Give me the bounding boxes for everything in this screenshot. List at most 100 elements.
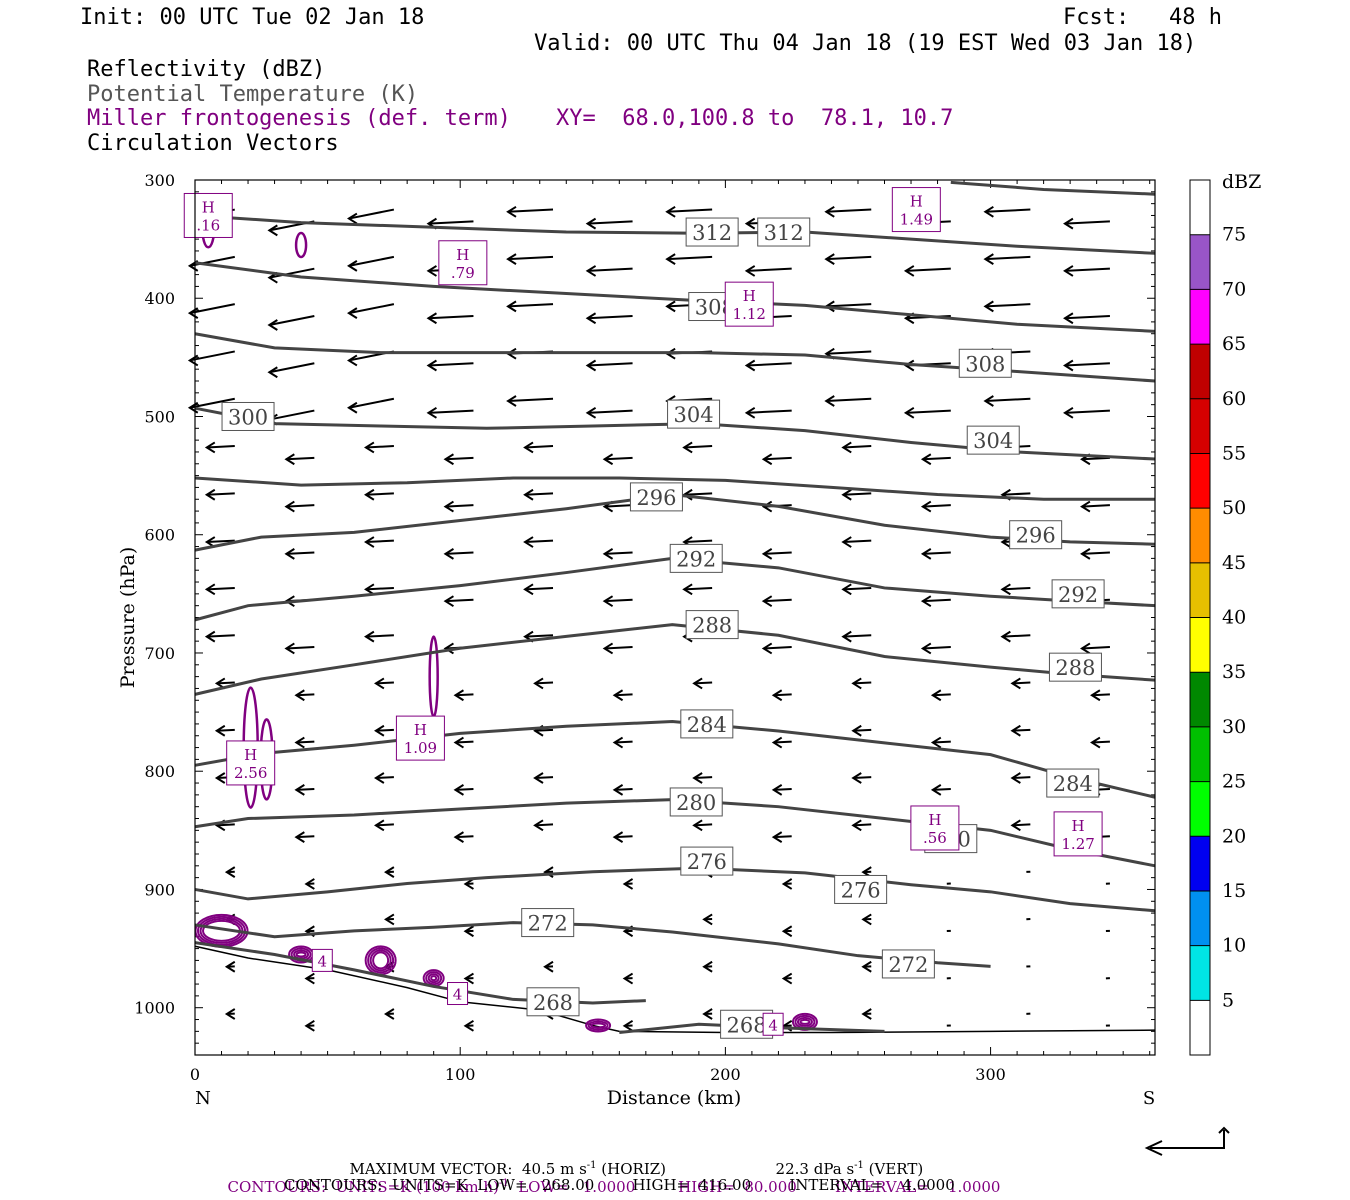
circulation-vector-head <box>204 583 216 596</box>
field-vectors: Circulation Vectors <box>87 131 339 156</box>
colorbar-label: 40 <box>1222 607 1246 629</box>
isentrope-label-box <box>521 908 575 938</box>
circulation-vector-head <box>463 925 474 938</box>
isentrope-label-box <box>1048 652 1102 682</box>
isentrope-label-box <box>1009 520 1063 550</box>
circulation-vector-head <box>841 536 852 548</box>
colorbar-swatch <box>1190 836 1210 891</box>
circulation-vector-head <box>861 1008 872 1020</box>
circulation-vector <box>1081 646 1110 650</box>
circulation-vector <box>922 456 951 461</box>
circulation-vector-head <box>692 677 703 690</box>
circulation-vector <box>524 445 554 449</box>
circulation-vector <box>853 776 872 780</box>
circulation-vector-head <box>824 205 835 218</box>
circulation-vector-head <box>682 583 693 596</box>
circulation-vector-head <box>612 736 624 749</box>
circulation-vector-head <box>294 784 305 796</box>
max-vector-vert-unit: (VERT) <box>863 1160 924 1178</box>
circulation-vector-head <box>304 878 315 890</box>
circulation-vector <box>826 350 872 355</box>
fronto-high-box <box>183 192 233 238</box>
circulation-vector <box>843 492 872 496</box>
circulation-vector <box>694 823 713 827</box>
colorbar-swatch <box>1190 453 1210 509</box>
circulation-vector-head <box>983 205 994 218</box>
circulation-vector-head <box>347 260 358 272</box>
circulation-vector-head <box>443 548 454 560</box>
colorbar-label: 25 <box>1222 771 1246 793</box>
circulation-vector-head <box>443 453 454 466</box>
max-vector-vert: 22.3 dPa s <box>775 1160 855 1178</box>
circulation-vector <box>763 646 792 650</box>
circulation-vector <box>826 397 872 402</box>
circulation-vector-head <box>374 819 385 832</box>
y-tick-label: 500 <box>144 407 175 426</box>
circulation-vector-head <box>523 441 534 454</box>
isentrope-label: 292 <box>676 547 716 571</box>
max-vector-vert-line: 22.3 dPa s-1 (VERT) <box>766 1140 924 1178</box>
circulation-vector <box>985 303 1031 308</box>
fronto-value-box <box>762 1012 784 1036</box>
circulation-vector <box>1064 220 1110 225</box>
isentrope-label-box <box>685 610 739 640</box>
circulation-vector-head <box>506 205 517 218</box>
circulation-vector-head <box>983 395 994 407</box>
frontogenesis-contour <box>369 949 392 972</box>
isentrope-label-box <box>669 543 723 573</box>
max-vector-horiz-unit: (HORIZ) <box>596 1160 667 1178</box>
circulation-vector-head <box>1010 819 1021 832</box>
circulation-vector-head <box>1010 724 1021 737</box>
circulation-vector <box>206 492 235 496</box>
circulation-vector-head <box>903 359 915 372</box>
circulation-vector-head <box>983 300 994 313</box>
circulation-vector <box>375 776 394 780</box>
circulation-vector-head <box>1080 548 1091 560</box>
isentrope-line <box>194 941 646 1005</box>
circulation-vector-head <box>585 217 597 230</box>
circulation-vector <box>922 598 951 603</box>
circulation-vector-head <box>622 878 634 890</box>
circulation-vector-head <box>585 312 597 325</box>
frontogenesis-contour <box>372 951 390 970</box>
fronto-high-value: 1.09 <box>404 739 437 757</box>
cross-section-endpoints: XY= 68.0,100.8 to 78.1, 10.7 <box>556 106 954 131</box>
circulation-vector <box>922 646 951 650</box>
circulation-vector-head <box>920 548 932 560</box>
circulation-vector <box>667 208 713 213</box>
frontogenesis-contour <box>585 1018 612 1033</box>
circulation-vector-head <box>744 406 756 419</box>
circulation-vector-head <box>692 772 703 784</box>
isentrope-label: 288 <box>692 614 732 638</box>
circulation-vector-head <box>443 500 454 513</box>
circulation-vector-head <box>1090 689 1101 702</box>
isentrope-label-box <box>834 874 888 904</box>
frontogenesis-contour <box>295 951 307 958</box>
isentrope-label: 304 <box>973 429 1013 453</box>
colorbar-swatch <box>1190 1000 1210 1055</box>
circulation-vector <box>587 409 633 414</box>
fronto-high-marker: H <box>910 193 923 211</box>
fronto-high-marker: H <box>743 287 756 305</box>
circulation-vector-head <box>374 677 385 690</box>
circulation-vector-head <box>384 866 395 878</box>
colorbar-swatch <box>1190 672 1210 727</box>
circulation-vector <box>524 634 554 638</box>
circulation-vector-head <box>294 831 305 843</box>
circulation-vector <box>763 551 792 555</box>
circulation-vector-head <box>364 536 375 548</box>
circulation-vector-head <box>851 772 862 784</box>
fronto-high-box <box>395 715 445 761</box>
fronto-value-box <box>311 948 333 972</box>
init-time: Init: 00 UTC Tue 02 Jan 18 <box>80 5 425 30</box>
isentrope-label: 312 <box>764 221 804 245</box>
circulation-vector-head <box>602 642 614 655</box>
isentrope-label: 272 <box>528 912 568 936</box>
circulation-vector <box>763 456 792 461</box>
isentrope-label-box <box>1046 768 1100 798</box>
circulation-vector <box>826 255 872 261</box>
circulation-vector-head <box>744 265 756 277</box>
circulation-vector-head <box>506 253 517 265</box>
circulation-vector <box>286 504 315 508</box>
circulation-vector <box>604 646 633 650</box>
